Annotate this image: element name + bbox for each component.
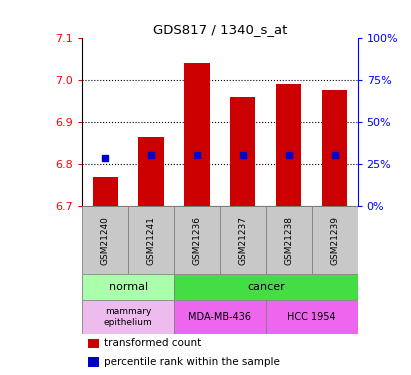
Bar	[139, 136, 164, 206]
Bar	[88, 357, 99, 367]
Text: GSM21239: GSM21239	[330, 216, 339, 266]
Bar	[174, 274, 358, 300]
Bar	[276, 84, 301, 206]
Bar	[230, 96, 256, 206]
Text: MDA-MB-436: MDA-MB-436	[188, 312, 252, 322]
Bar	[184, 63, 210, 206]
Text: percentile rank within the sample: percentile rank within the sample	[104, 357, 280, 367]
Bar	[92, 177, 118, 206]
Text: cancer: cancer	[247, 282, 285, 292]
Title: GDS817 / 1340_s_at: GDS817 / 1340_s_at	[153, 23, 287, 36]
Bar	[82, 206, 128, 274]
Bar	[128, 206, 174, 274]
Bar	[174, 300, 266, 334]
Bar	[220, 206, 266, 274]
Text: mammary
epithelium: mammary epithelium	[104, 307, 152, 327]
Bar	[312, 206, 358, 274]
Text: GSM21236: GSM21236	[192, 216, 201, 266]
Text: transformed count: transformed count	[104, 338, 201, 348]
Text: GSM21237: GSM21237	[238, 216, 247, 266]
Bar	[88, 339, 99, 348]
Text: GSM21238: GSM21238	[284, 216, 293, 266]
Text: HCC 1954: HCC 1954	[287, 312, 336, 322]
Text: normal: normal	[109, 282, 148, 292]
Bar	[322, 90, 347, 206]
Bar	[174, 206, 220, 274]
Bar	[266, 206, 312, 274]
Bar	[82, 274, 174, 300]
Bar	[82, 300, 174, 334]
Text: GSM21240: GSM21240	[101, 216, 110, 265]
Bar	[266, 300, 358, 334]
Text: GSM21241: GSM21241	[147, 216, 155, 265]
